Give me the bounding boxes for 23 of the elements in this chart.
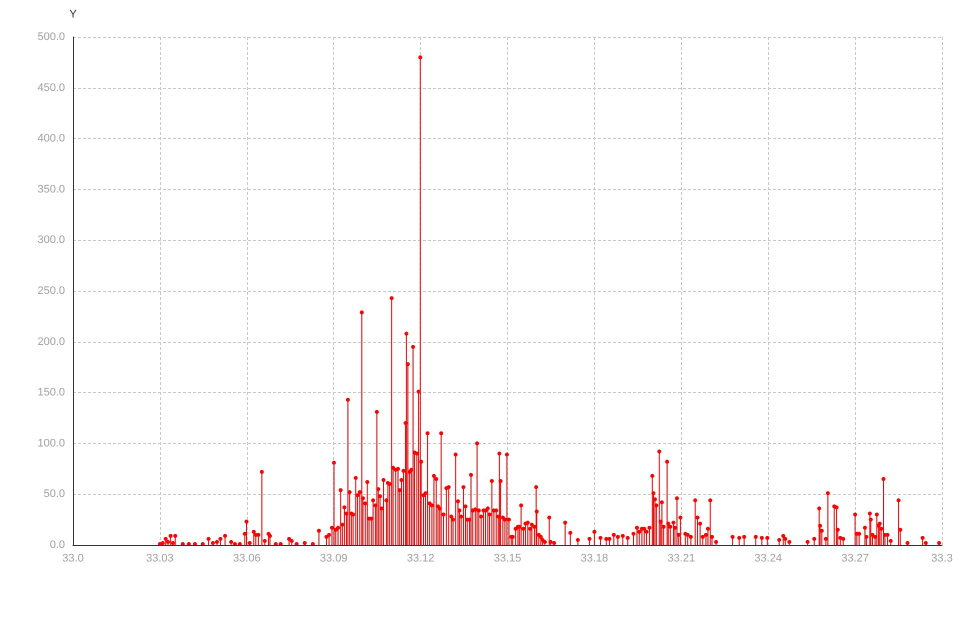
- x-tick-label: 33.15: [494, 552, 522, 564]
- x-tick-label: 33.21: [668, 552, 696, 564]
- y-tick-label: 300.0: [37, 234, 65, 246]
- x-tick-label: 33.12: [406, 552, 434, 564]
- y-tick-label: 100.0: [37, 437, 65, 450]
- y-tick-label: 500.0: [37, 31, 65, 43]
- x-tick-label: 33.3: [931, 552, 953, 564]
- y-tick-label: 250.0: [37, 285, 65, 297]
- x-tick-label: 33.06: [233, 552, 261, 564]
- y-tick-label: 150.0: [37, 386, 65, 399]
- x-tick-label: 33.18: [580, 552, 608, 564]
- y-tick-label: 0.0: [50, 539, 65, 551]
- y-tick-label: 200.0: [37, 336, 65, 348]
- y-tick-label: 50.0: [44, 488, 65, 500]
- y-axis-title: Y: [69, 8, 78, 20]
- x-tick-label: 33.09: [320, 552, 348, 564]
- y-tick-label: 450.0: [37, 82, 65, 94]
- y-tick-label: 400.0: [37, 132, 65, 145]
- x-tick-label: 33.24: [754, 552, 782, 564]
- x-tick-label: 33.0: [62, 552, 84, 564]
- x-tick-label: 33.27: [841, 552, 869, 564]
- x-tick-label: 33.03: [146, 552, 174, 564]
- y-tick-label: 350.0: [37, 183, 65, 196]
